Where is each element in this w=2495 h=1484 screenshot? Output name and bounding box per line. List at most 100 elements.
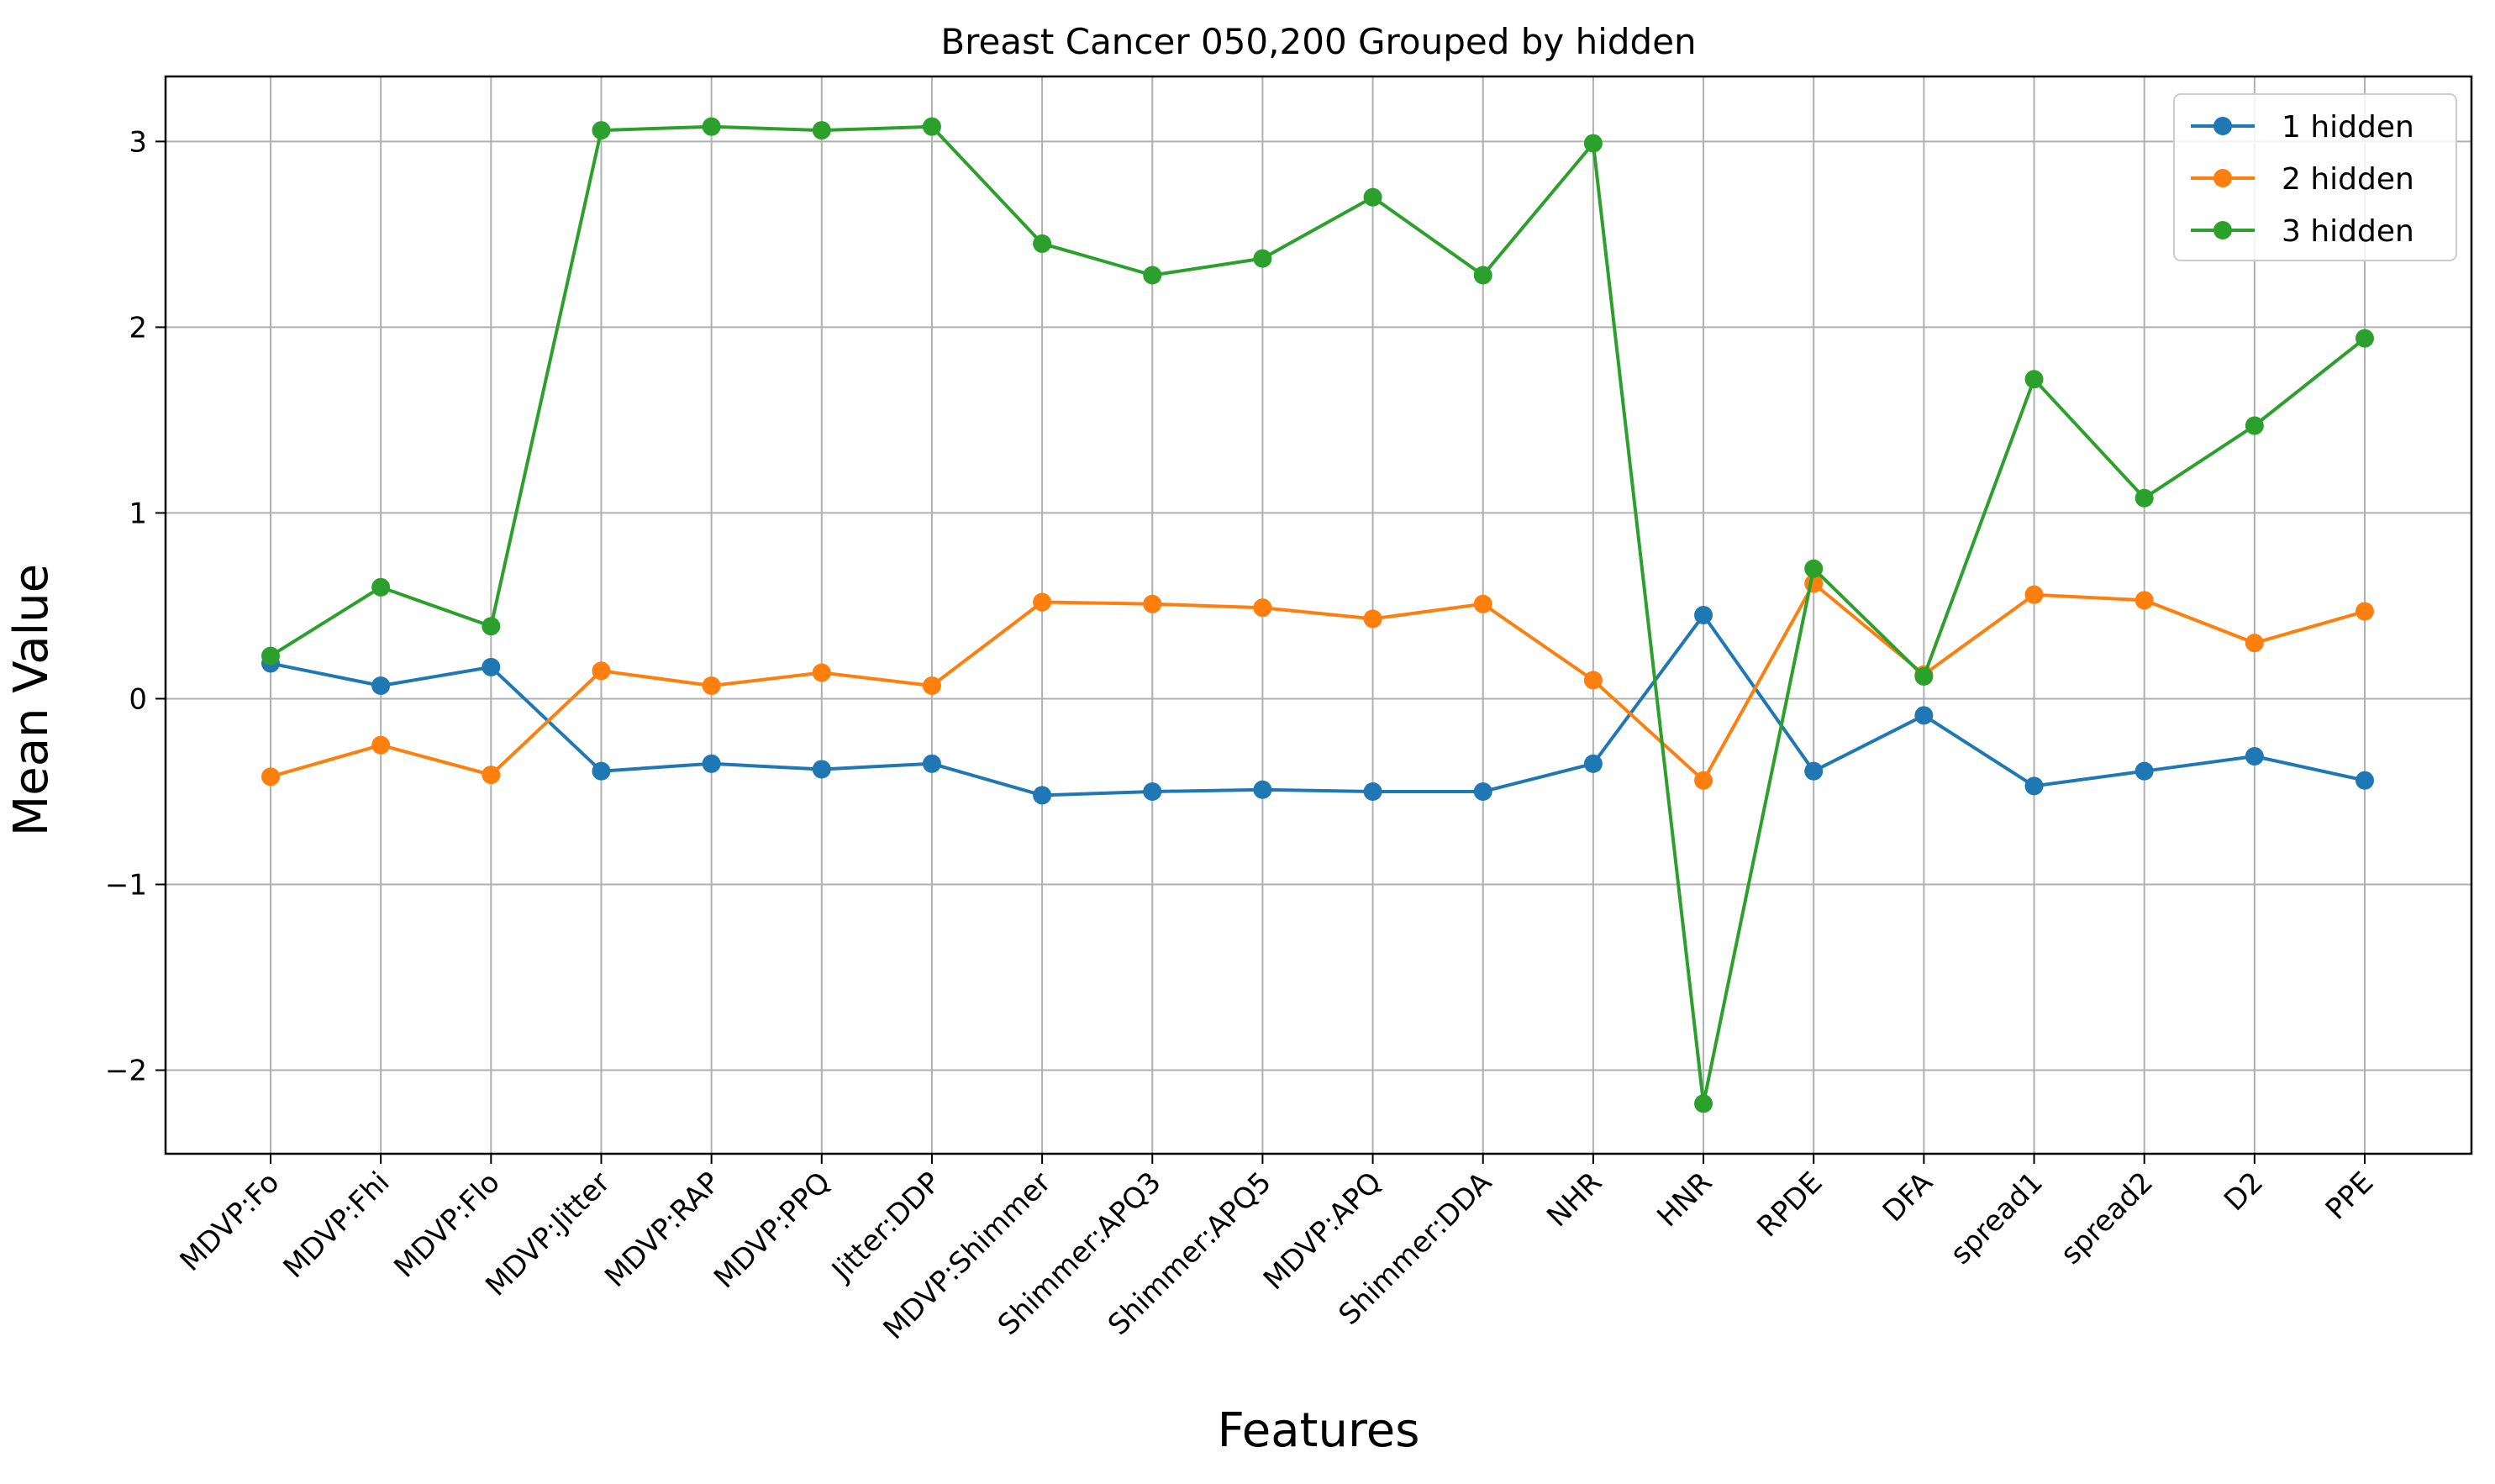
series-layer [261,117,2374,1113]
y-tick-label: 1 [129,497,147,530]
data-point[interactable] [1804,761,1824,781]
legend-item[interactable]: 1 hidden [2191,110,2414,145]
data-point[interactable] [1253,249,1272,268]
x-tick-label: MDVP:Flo [387,1166,506,1284]
data-point[interactable] [812,121,831,140]
data-point[interactable] [1143,266,1162,285]
x-tick-label: MDVP:PPQ [708,1166,837,1295]
legend-label: 1 hidden [2282,110,2414,145]
legend-marker [2213,221,2232,239]
series-2 [261,574,2374,790]
data-point[interactable] [1033,234,1052,253]
data-point[interactable] [2134,591,2154,610]
x-tick-label: spread2 [2055,1166,2161,1271]
data-point[interactable] [812,663,831,682]
x-tick-label: D2 [2218,1166,2270,1218]
data-point[interactable] [1804,559,1824,578]
data-point[interactable] [2024,585,2044,604]
data-point[interactable] [2356,771,2374,790]
data-point[interactable] [2134,488,2154,508]
data-point[interactable] [592,121,611,140]
data-point[interactable] [1914,666,1934,686]
data-point[interactable] [812,760,831,779]
data-point[interactable] [922,754,941,773]
x-tick-label: NHR [1540,1166,1608,1234]
y-tick-label: −2 [105,1055,147,1088]
series-3 [261,117,2374,1113]
legend[interactable]: 1 hidden 2 hidden 3 hidden [2173,93,2457,261]
data-point[interactable] [482,657,501,676]
legend-item[interactable]: 3 hidden [2191,214,2414,249]
data-point[interactable] [482,766,501,785]
x-tick-label: DFA [1877,1166,1940,1229]
data-point[interactable] [1253,780,1272,799]
x-tick-label: MDVP:RAP [598,1166,727,1294]
legend-label: 2 hidden [2282,162,2414,197]
data-point[interactable] [1914,706,1934,725]
data-point[interactable] [1253,598,1272,618]
data-point[interactable] [1143,594,1162,613]
x-tick-label: spread1 [1944,1166,2050,1271]
series-line [270,581,2366,782]
data-point[interactable] [1694,771,1713,790]
series-line [269,124,2366,1106]
data-point[interactable] [922,117,941,136]
data-point[interactable] [1583,754,1603,773]
legend-item[interactable]: 2 hidden [2191,162,2414,197]
data-point[interactable] [1363,187,1382,207]
series-1 [261,606,2374,805]
data-point[interactable] [1033,592,1052,612]
y-tick-label: 0 [129,682,147,716]
data-point[interactable] [2245,634,2264,653]
axis-ticks: MDVP:FoMDVP:FhiMDVP:FloMDVP:JitterMDVP:R… [105,125,2380,1346]
y-tick-label: 2 [129,311,147,345]
data-point[interactable] [371,676,391,695]
x-tick-label: MDVP:Fo [174,1166,287,1278]
plot-frame [164,75,2473,1155]
data-point[interactable] [702,754,721,773]
y-tick-label: 3 [129,125,147,159]
data-point[interactable] [1694,606,1713,624]
data-point[interactable] [1033,786,1052,805]
data-point[interactable] [1363,781,1382,801]
data-point[interactable] [2134,761,2154,781]
data-point[interactable] [592,661,611,681]
data-point[interactable] [2356,602,2374,621]
x-axis-label: Features [1218,1403,1420,1458]
data-point[interactable] [1473,594,1492,613]
data-point[interactable] [922,676,941,695]
data-point[interactable] [2245,416,2264,435]
data-point[interactable] [371,577,391,597]
data-point[interactable] [261,767,280,787]
data-point[interactable] [1363,609,1382,629]
data-point[interactable] [1583,134,1603,153]
data-point[interactable] [371,735,391,755]
legend-box [2173,93,2457,261]
x-tick-label: PPE [2319,1166,2380,1226]
data-point[interactable] [2356,329,2374,348]
chart-title: Breast Cancer 050,200 Grouped by hidden [940,21,1696,62]
y-tick-label: −1 [105,869,147,903]
data-point[interactable] [2024,776,2044,796]
data-point[interactable] [1583,671,1603,690]
data-point[interactable] [482,617,501,636]
series-line [270,613,2366,797]
data-point[interactable] [702,117,721,136]
data-point[interactable] [261,646,280,666]
grid-lines [166,76,2471,1154]
legend-marker [2213,169,2232,187]
y-axis-label: Mean Value [4,564,59,836]
data-point[interactable] [1694,1094,1713,1113]
data-point[interactable] [702,676,721,695]
x-tick-label: MDVP:Fhi [277,1166,397,1285]
data-point[interactable] [1473,781,1492,801]
data-point[interactable] [1143,781,1162,801]
data-point[interactable] [1473,266,1492,285]
data-point[interactable] [2245,746,2264,766]
data-point[interactable] [2024,370,2044,389]
x-tick-label: HNR [1650,1166,1719,1234]
data-point[interactable] [592,761,611,781]
x-tick-label: RPDE [1750,1166,1829,1244]
